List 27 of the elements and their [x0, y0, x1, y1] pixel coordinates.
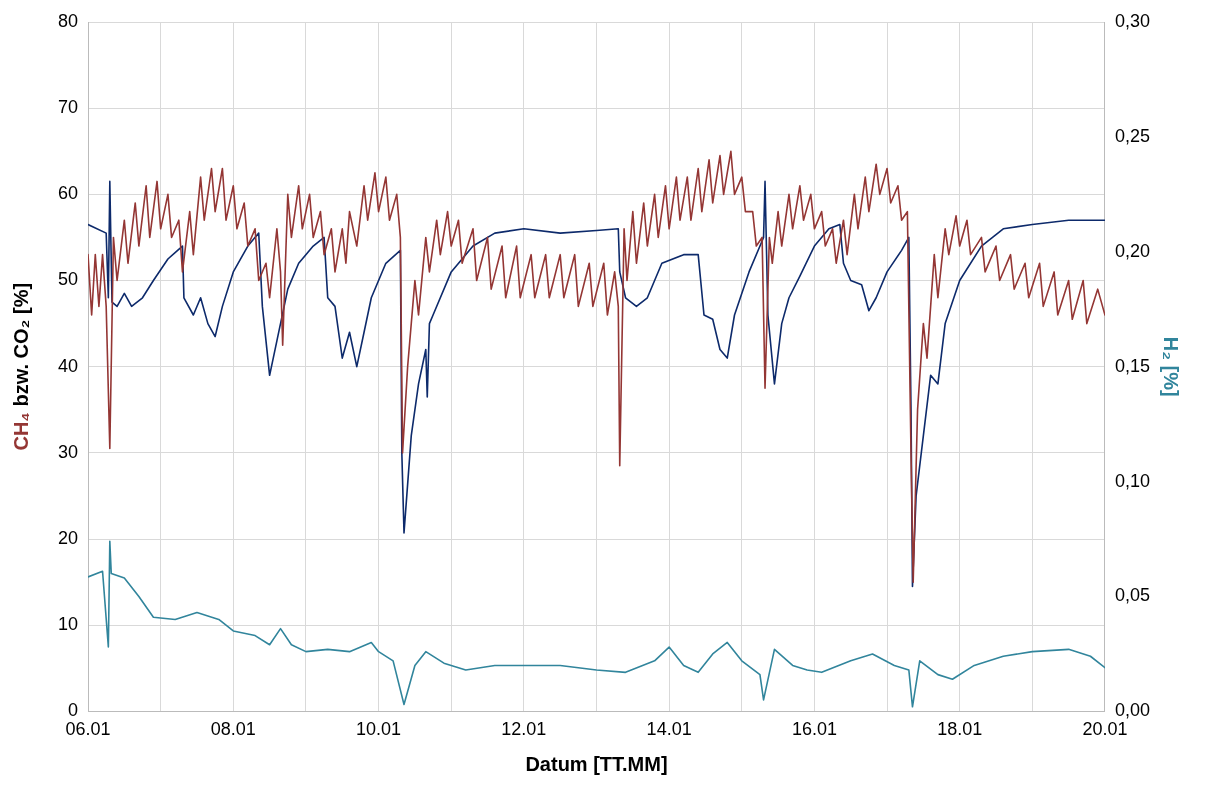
y2-tick-label: 0,15 [1114, 355, 1151, 376]
x-tick-label: 18.01 [937, 719, 983, 740]
y2-tick-label: 0,10 [1114, 470, 1151, 491]
y2-tick-label: 0,25 [1114, 125, 1151, 146]
x-tick-label: 16.01 [791, 719, 837, 740]
y-tick-label: 80 [57, 10, 79, 31]
y-tick-label: 30 [57, 441, 79, 462]
y-tick-label: 50 [57, 269, 79, 290]
y2-axis-title: H₂ [%] [1160, 336, 1183, 397]
x-tick-label: 06.01 [65, 719, 111, 740]
y-axis-title: CH₄ bzw. CO₂ [%] [9, 282, 32, 451]
x-tick-label: 10.01 [356, 719, 402, 740]
x-tick-label: 08.01 [210, 719, 256, 740]
y-tick-label: 0 [68, 700, 79, 721]
y-tick-label: 10 [57, 614, 79, 635]
y-tick-label: 70 [57, 97, 79, 118]
y-tick-label: 20 [57, 528, 79, 549]
x-tick-label: 20.01 [1082, 719, 1128, 740]
y-tick-label: 40 [57, 355, 79, 376]
x-axis-title: Datum [TT.MM] [525, 752, 668, 775]
x-tick-label: 14.01 [646, 719, 692, 740]
y2-tick-label: 0,00 [1114, 700, 1151, 721]
x-tick-label: 12.01 [501, 719, 547, 740]
y2-tick-label: 0,05 [1114, 585, 1151, 606]
y-tick-label: 60 [57, 183, 79, 204]
y2-tick-label: 0,30 [1114, 10, 1151, 31]
y2-tick-label: 0,20 [1114, 240, 1151, 261]
